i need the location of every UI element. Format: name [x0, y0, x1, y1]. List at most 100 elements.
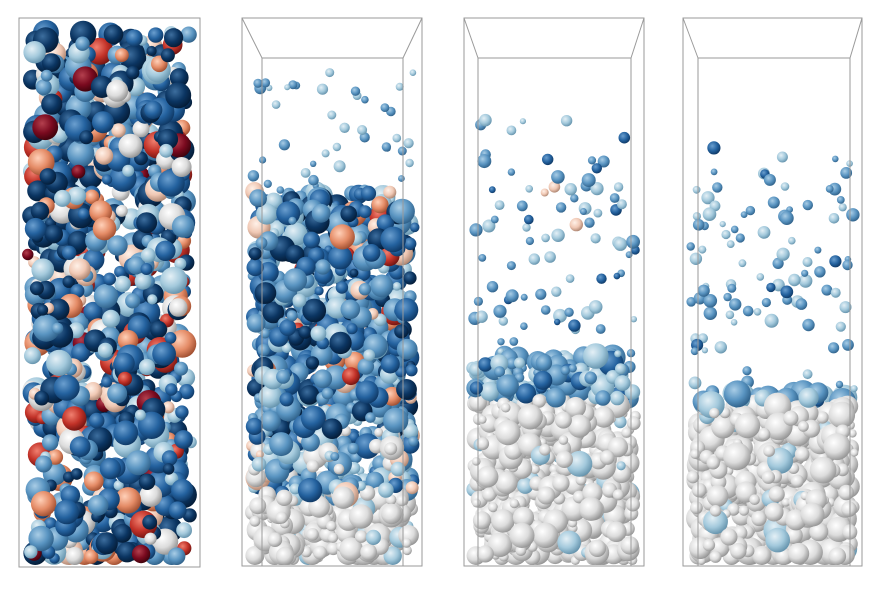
- sphere: [360, 543, 377, 561]
- sphere: [269, 432, 294, 457]
- sphere: [346, 323, 358, 335]
- sphere: [525, 185, 533, 193]
- sphere: [730, 542, 747, 560]
- sphere: [767, 196, 780, 209]
- box-edge: [630, 17, 645, 59]
- sphere: [174, 430, 193, 449]
- sphere: [75, 36, 90, 51]
- sphere: [132, 120, 150, 138]
- sphere: [522, 223, 531, 232]
- sphere: [332, 142, 342, 152]
- box-edge: [682, 17, 699, 59]
- sphere: [160, 266, 188, 294]
- sphere: [258, 384, 282, 408]
- sphere: [552, 474, 570, 492]
- sphere: [113, 352, 135, 374]
- sphere: [788, 236, 796, 245]
- sphere: [398, 175, 405, 182]
- sphere: [532, 394, 546, 408]
- sphere: [358, 205, 372, 219]
- sphere: [260, 328, 271, 339]
- sphere: [401, 538, 412, 548]
- sphere: [706, 485, 729, 507]
- sphere: [340, 205, 358, 223]
- sphere: [155, 240, 176, 261]
- sphere: [246, 258, 264, 277]
- sphere: [39, 168, 57, 185]
- sphere: [321, 149, 330, 158]
- sphere: [740, 211, 748, 219]
- sphere: [392, 133, 402, 143]
- sphere: [31, 258, 55, 282]
- sphere: [138, 473, 156, 490]
- sphere: [62, 275, 75, 288]
- sphere: [614, 375, 631, 391]
- sphere: [840, 167, 853, 179]
- sphere: [761, 470, 776, 484]
- sphere: [403, 423, 419, 439]
- sphere: [84, 471, 104, 492]
- sphere: [703, 306, 717, 320]
- box-3: [463, 17, 645, 567]
- sphere: [752, 546, 772, 565]
- sphere: [537, 486, 556, 505]
- sphere: [763, 445, 775, 457]
- sphere: [27, 180, 49, 202]
- sphere: [588, 300, 603, 314]
- sphere: [842, 259, 853, 271]
- sphere: [311, 203, 331, 223]
- sphere: [530, 464, 540, 475]
- sphere: [516, 200, 528, 212]
- sphere: [245, 417, 263, 435]
- sphere: [103, 272, 116, 286]
- sphere: [751, 510, 767, 527]
- sphere: [568, 364, 577, 373]
- sphere: [702, 538, 716, 552]
- sphere: [68, 258, 91, 280]
- sphere: [710, 168, 718, 176]
- sphere: [271, 100, 281, 109]
- sphere: [734, 412, 761, 439]
- sphere: [514, 357, 525, 369]
- sphere: [383, 546, 402, 565]
- sphere: [30, 491, 57, 517]
- sphere: [630, 316, 637, 323]
- sphere: [131, 544, 151, 564]
- sphere: [581, 173, 596, 188]
- sphere: [28, 525, 54, 552]
- sphere: [308, 174, 319, 186]
- sphere: [490, 354, 509, 373]
- sphere: [390, 461, 406, 477]
- sphere: [742, 305, 754, 317]
- sphere: [125, 293, 141, 309]
- sphere: [533, 370, 553, 390]
- sphere: [165, 383, 178, 396]
- sphere: [339, 537, 363, 561]
- sphere: [497, 338, 505, 346]
- sphere: [540, 188, 549, 197]
- sphere: [836, 196, 845, 204]
- sphere: [251, 456, 267, 472]
- sphere: [512, 506, 535, 528]
- sphere: [313, 545, 327, 560]
- sphere: [122, 164, 135, 177]
- sphere: [625, 497, 641, 512]
- sphere: [125, 450, 151, 476]
- sphere: [532, 522, 559, 549]
- sphere: [557, 530, 581, 555]
- sphere: [148, 27, 164, 43]
- sphere: [551, 286, 562, 297]
- sphere: [719, 221, 726, 228]
- box-outline: [241, 17, 423, 567]
- sphere: [841, 501, 857, 517]
- sphere: [814, 246, 822, 254]
- sphere: [41, 434, 59, 451]
- sphere: [92, 111, 114, 134]
- sphere: [175, 405, 189, 419]
- sphere: [555, 450, 574, 468]
- sphere: [168, 298, 188, 317]
- sphere: [495, 420, 521, 446]
- sphere: [763, 173, 776, 186]
- sphere: [738, 505, 750, 516]
